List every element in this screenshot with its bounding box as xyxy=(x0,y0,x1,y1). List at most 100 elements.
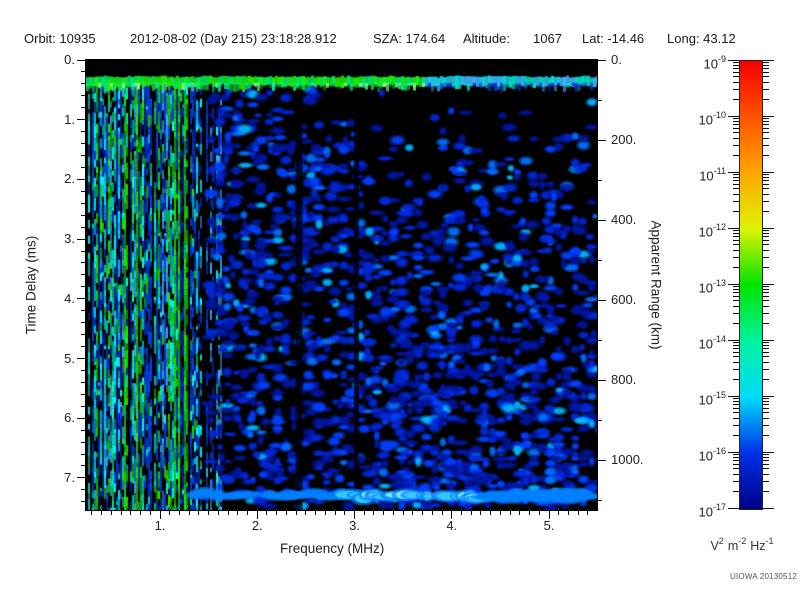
tick-mark xyxy=(763,59,774,61)
tick-mark xyxy=(227,511,229,515)
tick-mark xyxy=(110,511,112,515)
tick-mark xyxy=(81,250,85,252)
tick-mark xyxy=(733,230,739,232)
tick-mark xyxy=(763,98,769,100)
tick-mark xyxy=(81,226,85,228)
tick-mark xyxy=(392,511,394,515)
tick-mark xyxy=(728,59,739,61)
tick-mark xyxy=(763,454,769,456)
tick-mark xyxy=(763,193,769,195)
tick-mark xyxy=(149,511,151,515)
tick-mark xyxy=(412,511,414,515)
tick-mark xyxy=(324,511,326,515)
tick-mark xyxy=(587,511,589,515)
tick-mark xyxy=(763,68,769,70)
tick-mark xyxy=(763,120,769,122)
y2-tick-label: 1000. xyxy=(611,452,644,467)
tick-mark xyxy=(763,88,769,90)
tick-mark xyxy=(763,283,774,285)
datetime-field: 2012-08-02 (Day 215) 23:18:28.912 xyxy=(130,31,337,46)
tick-mark xyxy=(295,511,297,515)
tick-mark xyxy=(763,473,769,475)
y2-axis-title: Apparent Range (km) xyxy=(648,220,664,350)
tick-mark xyxy=(763,236,769,238)
tick-mark xyxy=(733,132,739,134)
tick-mark xyxy=(763,368,769,370)
tick-mark xyxy=(529,511,531,515)
tick-mark xyxy=(733,236,739,238)
tick-mark xyxy=(480,511,482,515)
tick-mark xyxy=(130,511,132,515)
tick-mark xyxy=(198,511,200,515)
tick-mark xyxy=(763,210,769,212)
tick-mark xyxy=(763,174,769,176)
tick-mark xyxy=(81,310,85,312)
tick-mark xyxy=(763,249,769,251)
tick-mark xyxy=(81,334,85,336)
tick-mark xyxy=(451,511,453,519)
tick-mark xyxy=(81,322,85,324)
tick-mark xyxy=(538,511,540,515)
tick-mark xyxy=(558,511,560,515)
tick-mark xyxy=(733,378,739,380)
tick-mark xyxy=(763,407,769,409)
tick-mark xyxy=(763,468,769,470)
plot-frame xyxy=(85,59,598,511)
tick-mark xyxy=(733,398,739,400)
tick-mark xyxy=(344,511,346,515)
tick-mark xyxy=(763,351,769,353)
tick-mark xyxy=(256,511,258,519)
tick-mark xyxy=(763,395,774,397)
tick-mark xyxy=(763,227,774,229)
tick-mark xyxy=(77,119,85,121)
tick-mark xyxy=(733,286,739,288)
tick-mark xyxy=(728,171,739,173)
tick-mark xyxy=(763,339,774,341)
tick-mark xyxy=(733,460,739,462)
y-tick-label: 7. xyxy=(64,469,75,485)
tick-mark xyxy=(354,511,355,519)
altitude-value: 1067 xyxy=(533,31,562,46)
tick-mark xyxy=(567,511,569,515)
tick-mark xyxy=(763,127,769,129)
tick-mark xyxy=(763,348,769,350)
tick-mark xyxy=(733,210,739,212)
tick-mark xyxy=(733,312,739,314)
tick-mark xyxy=(733,400,739,402)
tick-mark xyxy=(733,454,739,456)
tick-mark xyxy=(763,292,769,294)
tick-mark xyxy=(81,166,85,168)
tick-mark xyxy=(763,434,769,436)
tick-mark xyxy=(733,434,739,436)
tick-mark xyxy=(733,417,739,419)
y-tick-label: 1. xyxy=(64,111,75,127)
x-tick-label: 5. xyxy=(543,518,555,533)
credit-text: UIOWA 20130512 xyxy=(730,572,797,581)
tick-mark xyxy=(81,501,85,503)
tick-mark xyxy=(733,188,739,190)
y-tick-label: 2. xyxy=(64,171,75,187)
x-tick-label: 2. xyxy=(251,518,263,533)
colorbar-decade-label: 10-14 xyxy=(698,334,726,352)
tick-mark xyxy=(763,507,774,509)
y2-tick-label: 0. xyxy=(611,52,622,67)
tick-mark xyxy=(733,300,739,302)
tick-mark xyxy=(81,465,85,467)
colorbar-decade-label: 10-12 xyxy=(698,222,726,240)
tick-mark xyxy=(733,180,739,182)
tick-mark xyxy=(763,322,769,324)
tick-mark xyxy=(598,59,606,61)
tick-mark xyxy=(81,155,85,157)
tick-mark xyxy=(733,249,739,251)
tick-mark xyxy=(763,342,769,344)
tick-mark xyxy=(208,511,210,515)
tick-mark xyxy=(598,259,602,261)
tick-mark xyxy=(733,200,739,202)
y-axis-title: Time Delay (ms) xyxy=(23,235,39,335)
tick-mark xyxy=(733,120,739,122)
y2-tick-label: 800. xyxy=(611,372,637,387)
tick-mark xyxy=(733,407,739,409)
tick-mark xyxy=(733,144,739,146)
tick-mark xyxy=(577,511,579,515)
tick-mark xyxy=(470,511,472,515)
